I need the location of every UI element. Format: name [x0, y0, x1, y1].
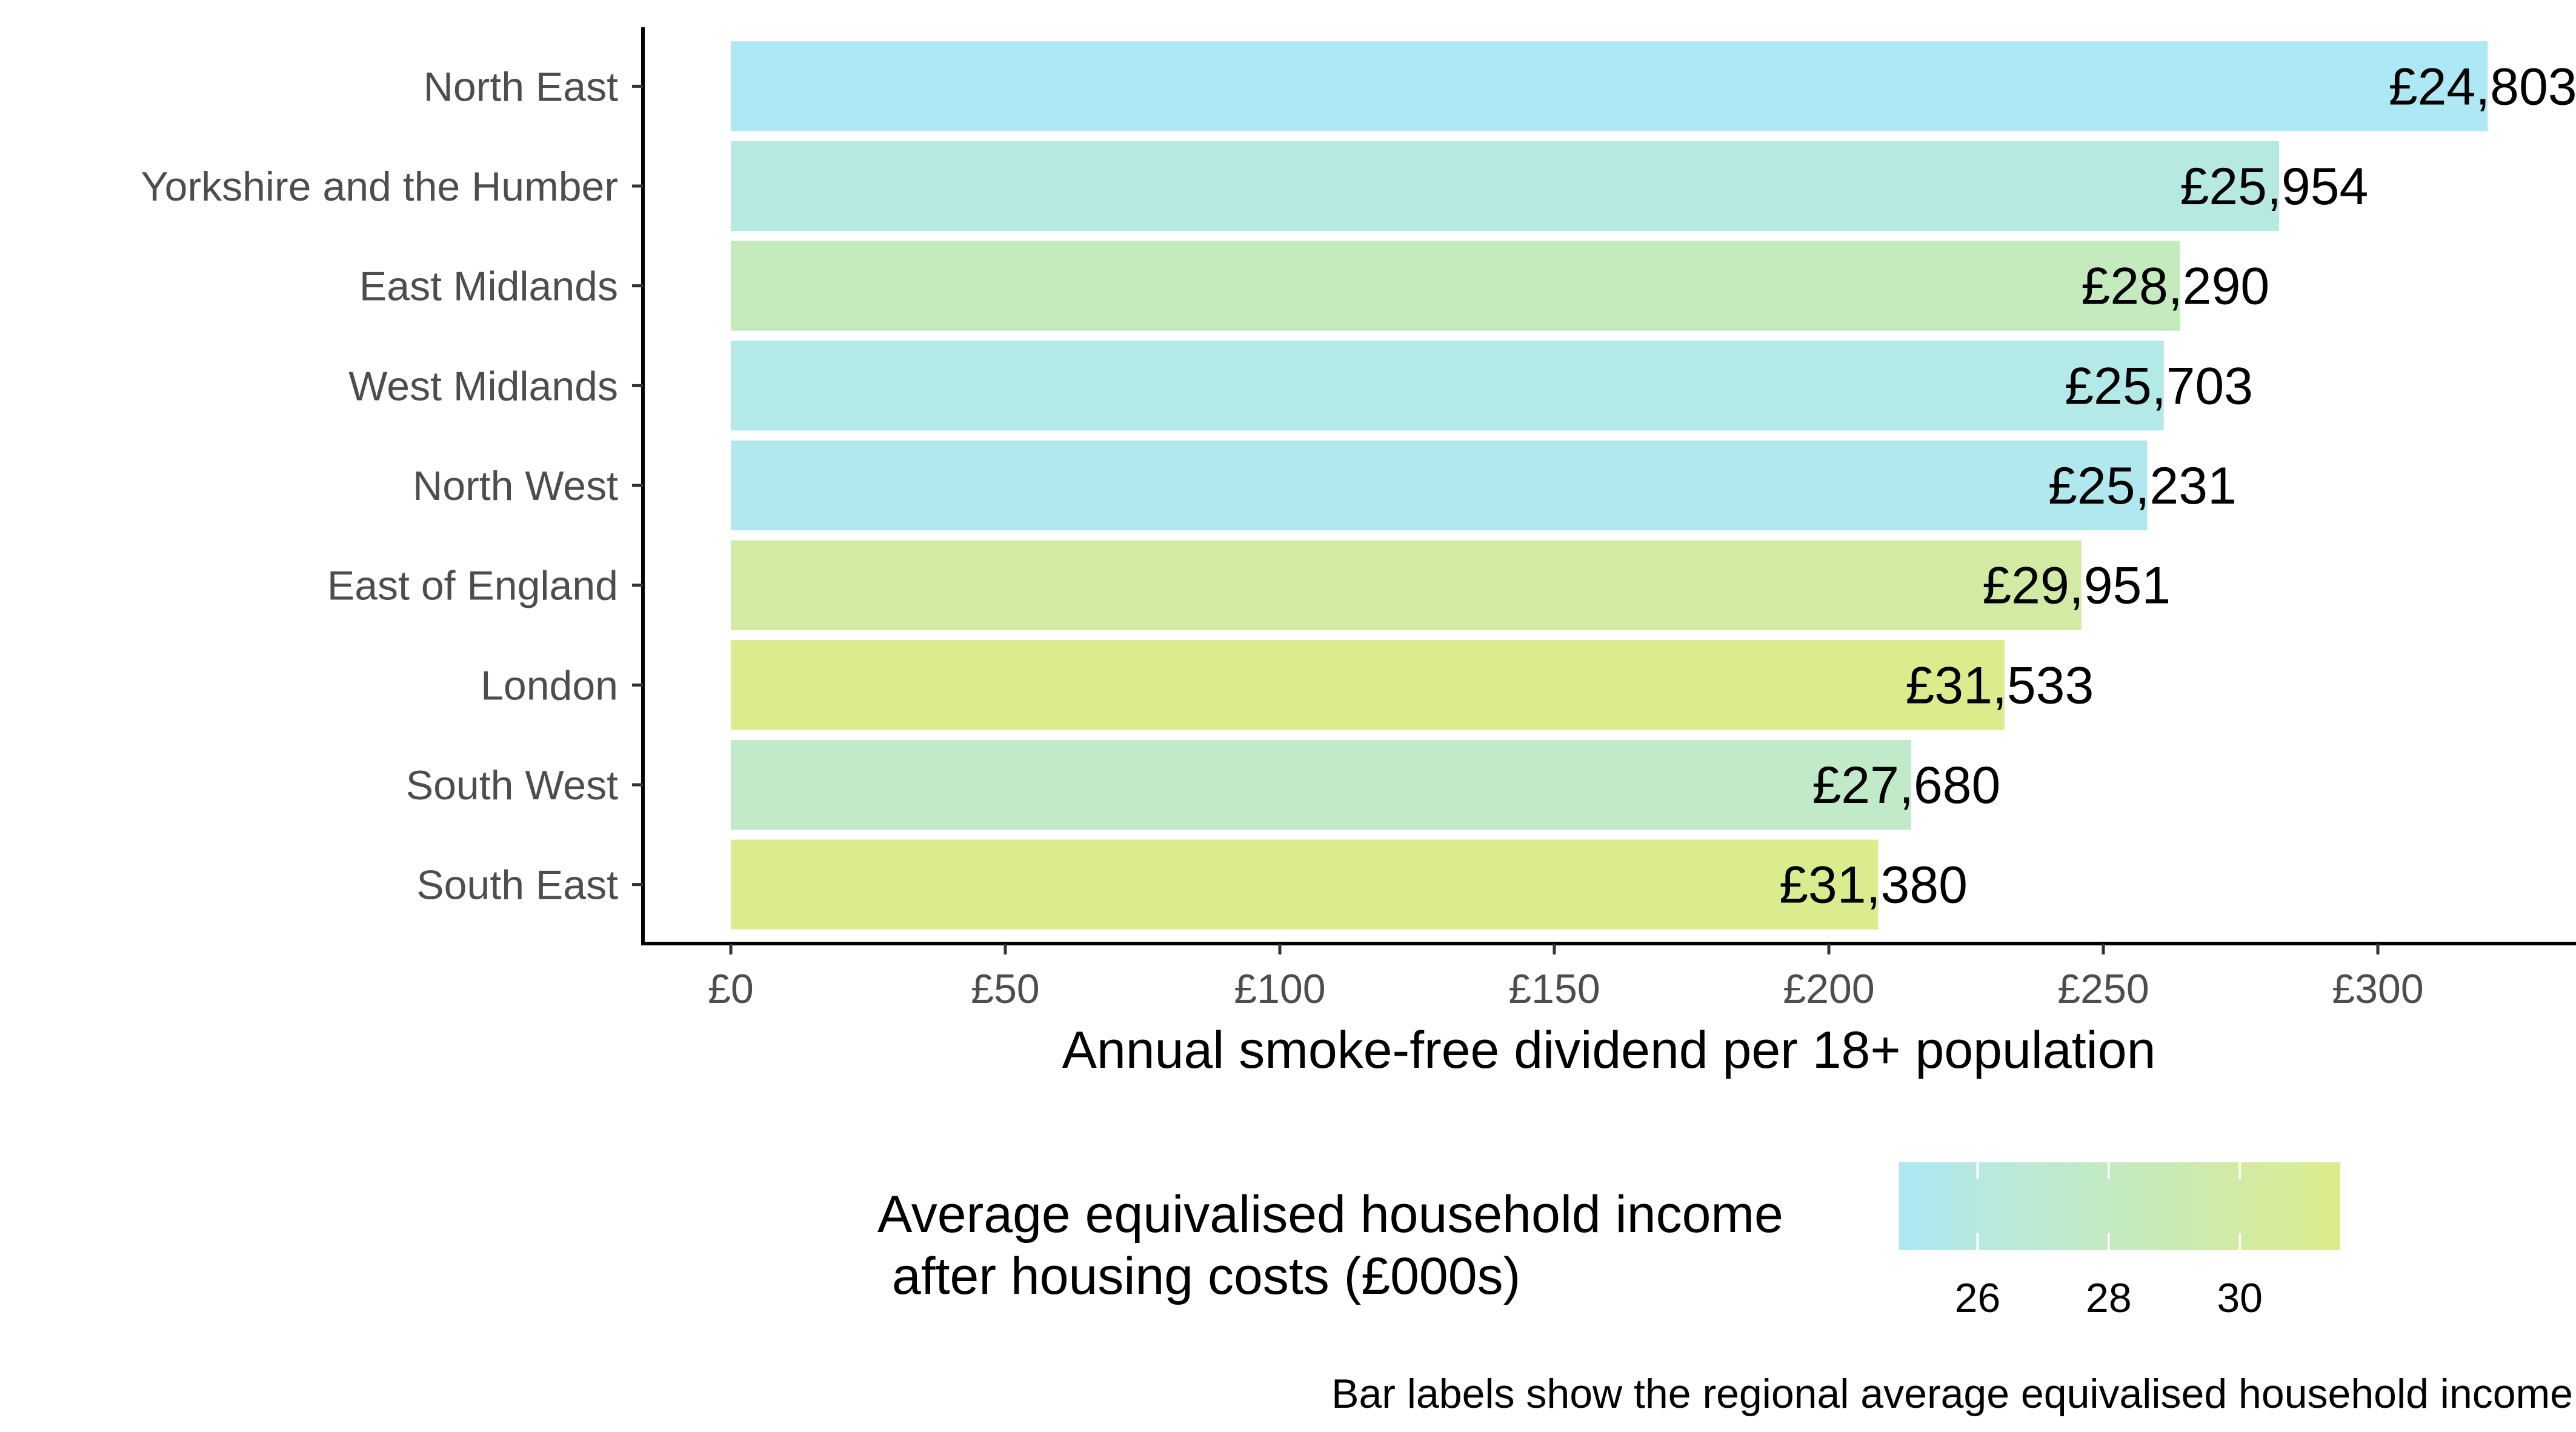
bar-labels-group: £24,803 £25,954 £28,290 £25,703 £25,231 £29,9…	[1779, 58, 2576, 914]
x-axis-title: Annual smoke-free dividend per 18+ popul…	[1062, 1021, 2156, 1079]
x-tick-label: £150	[1508, 966, 1600, 1012]
bar	[731, 739, 1911, 830]
x-tick-label: £300	[2332, 966, 2423, 1012]
bar-value-label: £25,703	[2065, 357, 2253, 415]
bar-value-label: £31,533	[1905, 656, 2094, 714]
bar-value-label: £31,380	[1779, 856, 1968, 914]
y-tick-label: North West	[413, 463, 618, 509]
legend: Average equivalised household income aft…	[877, 1162, 2340, 1321]
bar-value-label: £25,231	[2048, 457, 2237, 515]
x-tick-label: £200	[1783, 966, 1874, 1012]
y-tick-label: East of England	[327, 563, 618, 609]
bar-value-label: £28,290	[2081, 258, 2269, 316]
bars-group	[731, 41, 2488, 930]
y-tick-label: North East	[424, 64, 618, 110]
chart-caption: Bar labels show the regional average equ…	[1331, 1371, 2573, 1417]
legend-title-line-2: after housing costs (£000s)	[877, 1247, 1520, 1305]
x-tick-label: £0	[708, 966, 754, 1012]
x-ticks-group: £0 £50 £100 £150 £200 £250 £300	[708, 944, 2424, 1012]
y-tick-label: South East	[416, 862, 618, 908]
y-tick-label: South West	[406, 762, 618, 808]
bar	[731, 341, 2164, 431]
legend-ticks-group: 26 28 30	[1955, 1162, 2263, 1321]
bar-value-label: £29,951	[1982, 557, 2171, 615]
bar	[731, 640, 2005, 730]
x-tick-label: £250	[2057, 966, 2149, 1012]
bar-value-label: £27,680	[1812, 756, 2000, 814]
legend-tick-label: 30	[2217, 1275, 2263, 1321]
legend-tick-label: 26	[1955, 1275, 2001, 1321]
y-tick-label: West Midlands	[348, 363, 618, 409]
legend-colorbar	[1899, 1162, 2340, 1250]
bar	[731, 41, 2488, 132]
legend-title-line-1: Average equivalised household income	[877, 1185, 1783, 1244]
y-ticks-group: North East Yorkshire and the Humber East M…	[141, 64, 643, 908]
legend-tick-label: 28	[2086, 1275, 2132, 1321]
bar	[731, 540, 2082, 630]
bar	[731, 839, 1879, 930]
y-tick-label: East Midlands	[359, 264, 618, 310]
y-tick-label: Yorkshire and the Humber	[141, 164, 618, 210]
bar	[731, 241, 2180, 331]
x-tick-label: £100	[1234, 966, 1325, 1012]
x-tick-label: £50	[971, 966, 1039, 1012]
bar-value-label: £24,803	[2389, 58, 2576, 116]
y-tick-label: London	[481, 662, 618, 708]
bar	[731, 440, 2148, 531]
bar	[731, 141, 2279, 231]
bar-value-label: £25,954	[2180, 158, 2368, 216]
